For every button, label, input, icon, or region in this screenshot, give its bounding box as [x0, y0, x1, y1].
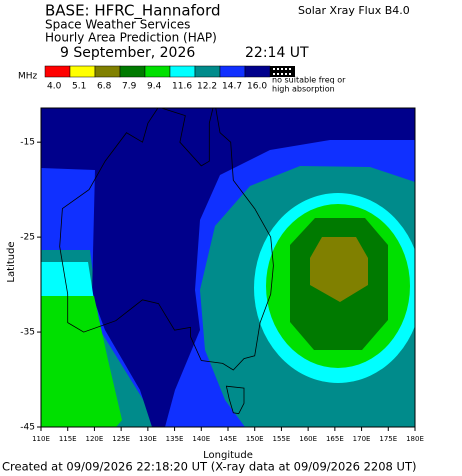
- y-axis-label: Latitude: [6, 241, 17, 282]
- x-tick-label: 175E: [379, 435, 397, 443]
- region: [41, 108, 415, 427]
- x-tick-label: 170E: [353, 435, 371, 443]
- product: Hourly Area Prediction (HAP): [45, 31, 217, 45]
- legend-swatch: [94, 65, 121, 78]
- no-freq-label: no suitable freq or: [272, 76, 346, 85]
- legend-label: 5.1: [72, 82, 86, 92]
- legend-label: 11.6: [172, 82, 192, 92]
- legend-label: 7.9: [122, 82, 137, 92]
- legend-label: 6.8: [97, 82, 112, 92]
- xray-flux: Solar Xray Flux B4.0: [298, 4, 410, 17]
- x-tick-label: 160E: [299, 435, 317, 443]
- legend-label: 14.7: [222, 82, 242, 92]
- prediction-regions: [41, 108, 415, 427]
- legend-label: 9.4: [147, 82, 162, 92]
- no-freq-label: high absorption: [272, 85, 335, 94]
- region: [41, 262, 94, 300]
- x-tick-label: 125E: [112, 435, 130, 443]
- legend-swatch: [144, 65, 171, 78]
- footer: Created at 09/09/2026 22:18:20 UT (X-ray…: [2, 460, 416, 474]
- y-tick-label: -15: [20, 138, 35, 148]
- legend-swatch: [194, 65, 221, 78]
- y-tick-label: -35: [20, 328, 35, 338]
- no-freq-pattern: [273, 68, 291, 75]
- x-tick-label: 155E: [273, 435, 291, 443]
- x-tick-label: 180E: [406, 435, 424, 443]
- x-tick-label: 115E: [59, 435, 77, 443]
- date: 9 September, 2026: [60, 45, 195, 61]
- y-tick-label: -45: [20, 423, 35, 433]
- region: [310, 237, 368, 302]
- region: [41, 296, 122, 427]
- time: 22:14 UT: [245, 45, 309, 61]
- legend-swatch: [244, 65, 271, 78]
- legend-unit: MHz: [18, 72, 38, 82]
- x-tick-label: 130E: [139, 435, 157, 443]
- legend-swatch: [219, 65, 246, 78]
- y-tick-label: -25: [20, 233, 35, 243]
- x-tick-label: 145E: [219, 435, 237, 443]
- coast: [59, 108, 274, 371]
- no-freq-swatch: [270, 66, 295, 77]
- legend-swatch: [169, 65, 196, 78]
- x-tick-label: 120E: [86, 435, 104, 443]
- x-tick-label: 140E: [192, 435, 210, 443]
- legend-swatch: [69, 65, 96, 78]
- legend-label: 16.0: [247, 82, 267, 92]
- x-axis-label: Longitude: [203, 450, 253, 461]
- org: Space Weather Services: [45, 18, 190, 32]
- legend-label: 4.0: [47, 82, 62, 92]
- x-tick-label: 150E: [246, 435, 264, 443]
- x-tick-label: 110E: [32, 435, 50, 443]
- legend-swatch: [119, 65, 146, 78]
- legend-label: 12.2: [197, 82, 217, 92]
- coast: [225, 385, 245, 415]
- base-title: BASE: HFRC_Hannaford: [45, 2, 221, 21]
- x-tick-label: 135E: [166, 435, 184, 443]
- legend-swatch: [44, 65, 71, 78]
- coastline: [59, 108, 274, 415]
- x-tick-label: 165E: [326, 435, 344, 443]
